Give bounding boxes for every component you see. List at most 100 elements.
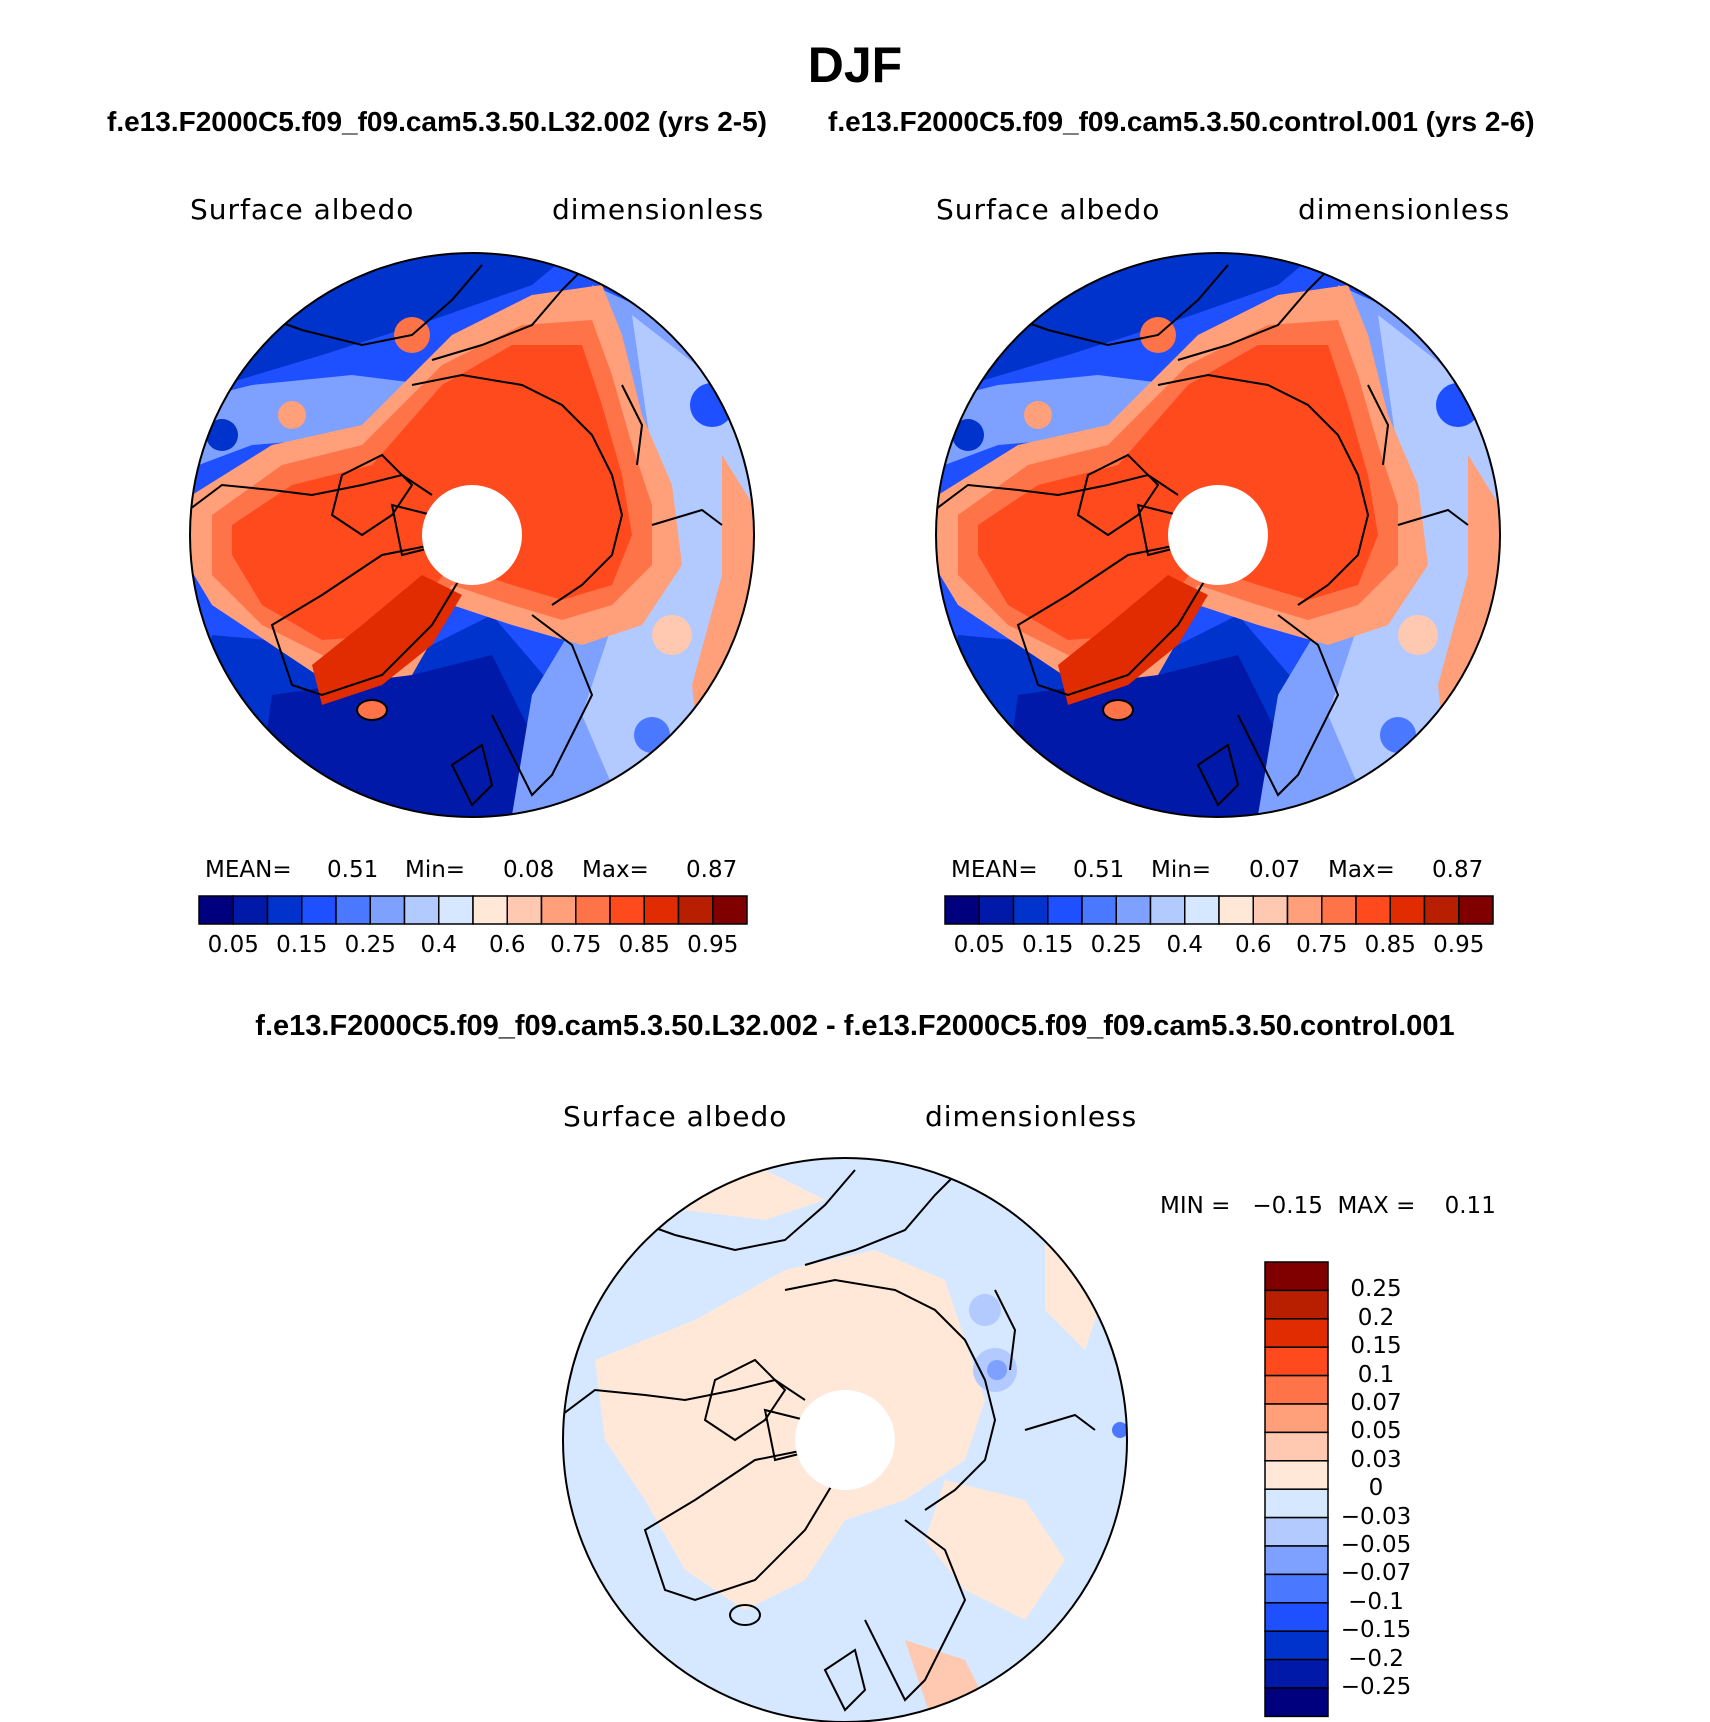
panel1-mean-label: MEAN= (205, 857, 292, 883)
colorbar2-swatch-0 (944, 895, 980, 925)
colorbar2-swatch-6 (1149, 895, 1186, 925)
diff-colorbar-swatch-13 (1264, 1630, 1329, 1661)
diff-colorbar-swatch-15 (1264, 1687, 1329, 1718)
diff-colorbar-label-2: 0.15 (1350, 1333, 1402, 1360)
diff-colorbar-label-3: 0.1 (1357, 1361, 1395, 1388)
diff-colorbar-label-9: −0.05 (1340, 1532, 1412, 1558)
colorbar1-label-3: 0.4 (420, 932, 458, 958)
colorbar2-label-0: 0.05 (953, 932, 1005, 958)
colorbar1-swatch-15 (712, 895, 748, 925)
colorbar1-label-2: 0.25 (344, 932, 396, 958)
panel2-units-label: dimensionless (1298, 193, 1511, 226)
diff-colorbar-swatch-0 (1264, 1261, 1329, 1292)
colorbar2-swatch-3 (1047, 895, 1083, 925)
colorbar2-swatch-12 (1355, 895, 1391, 925)
diff-colorbar-label-11: −0.1 (1348, 1588, 1404, 1615)
diff-pole-hole (795, 1390, 895, 1490)
case-title-right: f.e13.F2000C5.f09_f09.cam5.3.50.control.… (828, 106, 1535, 137)
colorbar2-swatch-15 (1458, 895, 1494, 925)
colorbar2-label-6: 0.85 (1364, 932, 1416, 958)
colorbar1-swatch-10 (540, 895, 577, 925)
diff-units-label: dimensionless (925, 1100, 1138, 1133)
panel2-pole-hole (1168, 485, 1268, 585)
colorbar1-swatch-0 (198, 895, 234, 925)
diff-colorbar-label-4: 0.07 (1350, 1390, 1402, 1416)
colorbar1-label-7: 0.95 (687, 932, 739, 958)
colorbar1-swatch-6 (403, 895, 440, 925)
colorbar2-swatch-2 (1012, 895, 1049, 925)
colorbar2-swatch-13 (1389, 895, 1426, 925)
diff-colorbar-swatch-7 (1264, 1460, 1329, 1490)
diff-colorbar-label-7: 0 (1368, 1475, 1384, 1502)
case-title-left: f.e13.F2000C5.f09_f09.cam5.3.50.L32.002 … (107, 106, 767, 137)
colorbar2-swatch-10 (1286, 895, 1323, 925)
diff-minmax: MIN = −0.15 MAX = 0.11 (1160, 1193, 1496, 1219)
colorbar2-swatch-1 (978, 895, 1015, 925)
panel2-min-label: Min= (1151, 857, 1212, 883)
colorbar1-label-5: 0.75 (550, 932, 602, 958)
colorbar2-swatch-7 (1184, 895, 1220, 925)
panel1-min-value: 0.08 (503, 857, 555, 883)
colorbar1-swatch-4 (335, 895, 371, 925)
diff-colorbar-swatch-14 (1264, 1658, 1329, 1689)
panel1-max-label: Max= (582, 857, 649, 883)
colorbar1-swatch-8 (472, 895, 508, 925)
panel2-max-label: Max= (1328, 857, 1395, 883)
colorbar2-swatch-4 (1081, 895, 1117, 925)
diff-colorbar-label-6: 0.03 (1350, 1446, 1402, 1473)
diff-map-border (562, 1157, 1128, 1722)
main-title: DJF (807, 37, 903, 93)
colorbar2-swatch-14 (1423, 895, 1460, 925)
diff-colorbar-swatch-12 (1264, 1602, 1329, 1632)
diff-colorbar-swatch-10 (1264, 1545, 1329, 1576)
colorbar2-label-3: 0.4 (1166, 932, 1204, 958)
panel1-max-value: 0.87 (686, 857, 738, 883)
diff-variable-label: Surface albedo (563, 1100, 788, 1133)
diff-colorbar (1264, 1261, 1329, 1718)
colorbar2-label-4: 0.6 (1234, 932, 1272, 958)
diff-colorbar-swatch-3 (1264, 1346, 1329, 1377)
colorbar1-swatch-7 (438, 895, 474, 925)
colorbar1-swatch-2 (266, 895, 303, 925)
panel1-min-label: Min= (405, 857, 466, 883)
colorbar2-swatch-11 (1321, 895, 1357, 925)
panel2-min-value: 0.07 (1249, 857, 1301, 883)
diff-colorbar-label-1: 0.2 (1357, 1304, 1395, 1331)
diff-colorbar-swatch-8 (1264, 1488, 1329, 1519)
colorbar1-swatch-13 (643, 895, 680, 925)
colorbar1-swatch-14 (677, 895, 714, 925)
panel1-colorbar (198, 895, 748, 925)
colorbar2-label-7: 0.95 (1433, 932, 1485, 958)
panel1-units-label: dimensionless (552, 193, 765, 226)
colorbar1-label-0: 0.05 (207, 932, 259, 958)
panel2-mean-value: 0.51 (1073, 857, 1125, 883)
diff-colorbar-label-8: −0.03 (1340, 1503, 1412, 1530)
panel2-variable-label: Surface albedo (936, 193, 1161, 226)
diff-title: f.e13.F2000C5.f09_f09.cam5.3.50.L32.002 … (255, 1010, 1455, 1042)
diff-colorbar-label-10: −0.07 (1340, 1560, 1412, 1587)
diff-colorbar-label-14: −0.25 (1340, 1674, 1412, 1700)
colorbar1-swatch-11 (575, 895, 611, 925)
diff-colorbar-swatch-5 (1264, 1403, 1329, 1434)
colorbar1-label-1: 0.15 (276, 932, 328, 958)
diff-colorbar-swatch-9 (1264, 1516, 1329, 1547)
panel1-map-border (189, 252, 755, 818)
diff-colorbar-swatch-1 (1264, 1289, 1329, 1320)
colorbar1-swatch-12 (609, 895, 645, 925)
colorbar1-swatch-5 (369, 895, 406, 925)
panel1-mean-value: 0.51 (327, 857, 379, 883)
panel2-map-border (935, 252, 1501, 818)
diff-colorbar-swatch-11 (1264, 1573, 1329, 1604)
colorbar1-swatch-3 (301, 895, 337, 925)
diff-colorbar-label-5: 0.05 (1350, 1418, 1402, 1445)
colorbar2-label-5: 0.75 (1296, 932, 1348, 958)
diff-colorbar-label-13: −0.2 (1348, 1645, 1404, 1672)
colorbar2-swatch-5 (1115, 895, 1152, 925)
colorbar1-label-4: 0.6 (488, 932, 526, 958)
colorbar1-swatch-9 (506, 895, 543, 925)
panel2-mean-label: MEAN= (951, 857, 1038, 883)
panel2-max-value: 0.87 (1432, 857, 1484, 883)
panel2-colorbar (944, 895, 1494, 925)
colorbar2-swatch-8 (1218, 895, 1254, 925)
